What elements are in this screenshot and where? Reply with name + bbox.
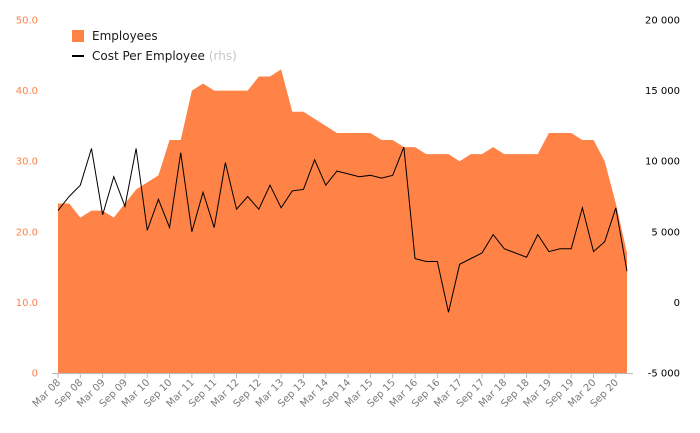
employees-area-layer bbox=[58, 69, 627, 374]
y-right-tick-label: -5 000 bbox=[648, 369, 680, 380]
legend-rhs-suffix: (rhs) bbox=[208, 49, 237, 63]
legend-item-employees: Employees bbox=[72, 26, 237, 46]
y-right-tick-label: 0 bbox=[674, 298, 680, 309]
cost-per-employee-line bbox=[57, 146, 628, 313]
y-left-tick-label: 40.0 bbox=[16, 86, 38, 97]
cost-swatch bbox=[72, 55, 84, 57]
y-right-tick-label: 20 000 bbox=[645, 16, 680, 27]
y-left-tick-label: 0 bbox=[32, 369, 38, 380]
y-right-tick-label: 5 000 bbox=[651, 227, 680, 238]
legend-item-cost-per-employee: Cost Per Employee (rhs) bbox=[72, 46, 237, 66]
y-right-tick-label: 10 000 bbox=[645, 157, 680, 168]
legend: Employees Cost Per Employee (rhs) bbox=[72, 26, 237, 66]
legend-label-employees: Employees bbox=[92, 29, 158, 43]
legend-label-cost: Cost Per Employee bbox=[92, 49, 205, 63]
y-left-tick-label: 50.0 bbox=[16, 16, 38, 27]
y-left-tick-label: 10.0 bbox=[16, 298, 38, 309]
employees-area bbox=[58, 69, 627, 374]
y-right-tick-label: 15 000 bbox=[645, 86, 680, 97]
y-left-tick-label: 30.0 bbox=[16, 157, 38, 168]
employees-swatch bbox=[72, 30, 84, 42]
y-left-tick-label: 20.0 bbox=[16, 227, 38, 238]
cost-line-layer bbox=[57, 146, 628, 313]
